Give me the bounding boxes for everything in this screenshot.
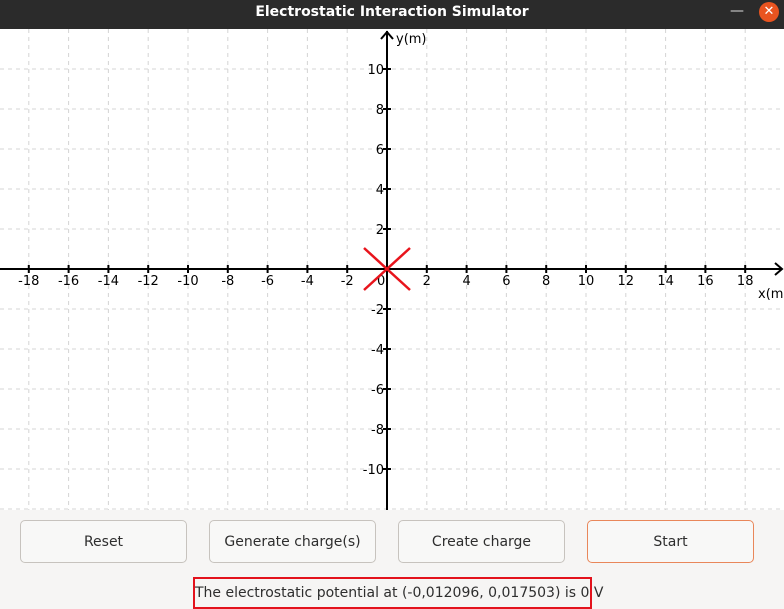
y-tick-label: -10 bbox=[363, 463, 384, 478]
plot-canvas[interactable]: -18 -16 -14 -12 -10 -8 -6 -4 -2 2 4 6 8 10 12 14 16 18 10 8… bbox=[0, 29, 784, 510]
x-cross-icon bbox=[363, 247, 411, 291]
start-button[interactable]: Start bbox=[587, 520, 754, 563]
x-tick-label: 18 bbox=[737, 274, 754, 289]
y-tick-label: 2 bbox=[376, 223, 384, 238]
y-tick-label: -4 bbox=[371, 343, 384, 358]
y-tick-label: 4 bbox=[376, 183, 384, 198]
x-tick-label: -4 bbox=[301, 274, 314, 289]
minimize-button[interactable]: — bbox=[730, 3, 744, 19]
x-tick-label: 4 bbox=[462, 274, 470, 289]
x-tick-label: 8 bbox=[542, 274, 550, 289]
x-tick-label: -10 bbox=[177, 274, 198, 289]
x-tick-label: -2 bbox=[341, 274, 354, 289]
create-charge-button[interactable]: Create charge bbox=[398, 520, 565, 563]
x-tick-label: 12 bbox=[618, 274, 635, 289]
y-tick-label: 10 bbox=[367, 63, 384, 78]
reset-button[interactable]: Reset bbox=[20, 520, 187, 563]
title-bar: Electrostatic Interaction Simulator — ✕ bbox=[0, 0, 784, 29]
y-tick-label: 8 bbox=[376, 103, 384, 118]
coordinate-plane[interactable]: -18 -16 -14 -12 -10 -8 -6 -4 -2 2 4 6 8 10 12 14 16 18 10 8… bbox=[0, 29, 784, 510]
origin-label: 0 bbox=[377, 274, 385, 289]
x-tick-label: -18 bbox=[18, 274, 39, 289]
y-axis-arrow-icon bbox=[380, 30, 394, 40]
x-axis-label: x(m) bbox=[758, 287, 784, 302]
x-tick-label: 10 bbox=[578, 274, 595, 289]
window-title: Electrostatic Interaction Simulator bbox=[255, 4, 529, 20]
close-button[interactable]: ✕ bbox=[759, 2, 779, 22]
x-tick-label: 16 bbox=[697, 274, 714, 289]
cross-stroke bbox=[363, 247, 411, 291]
x-tick-label: 6 bbox=[502, 274, 510, 289]
x-tick-label: 2 bbox=[423, 274, 431, 289]
y-tick-label: 6 bbox=[376, 143, 384, 158]
x-tick-label: 14 bbox=[657, 274, 674, 289]
y-axis-label: y(m) bbox=[396, 32, 427, 47]
y-tick-label: -8 bbox=[371, 423, 384, 438]
x-tick-label: -8 bbox=[221, 274, 234, 289]
x-tick-label: -14 bbox=[98, 274, 119, 289]
x-tick-label: -12 bbox=[138, 274, 159, 289]
y-tick-label: -2 bbox=[371, 303, 384, 318]
generate-charges-button[interactable]: Generate charge(s) bbox=[209, 520, 376, 563]
x-tick-label: -6 bbox=[261, 274, 274, 289]
potential-status: The electrostatic potential at (-0,01209… bbox=[193, 577, 603, 609]
x-tick-label: -16 bbox=[58, 274, 79, 289]
x-axis-arrow-icon bbox=[774, 262, 784, 276]
y-tick-label: -6 bbox=[371, 383, 384, 398]
